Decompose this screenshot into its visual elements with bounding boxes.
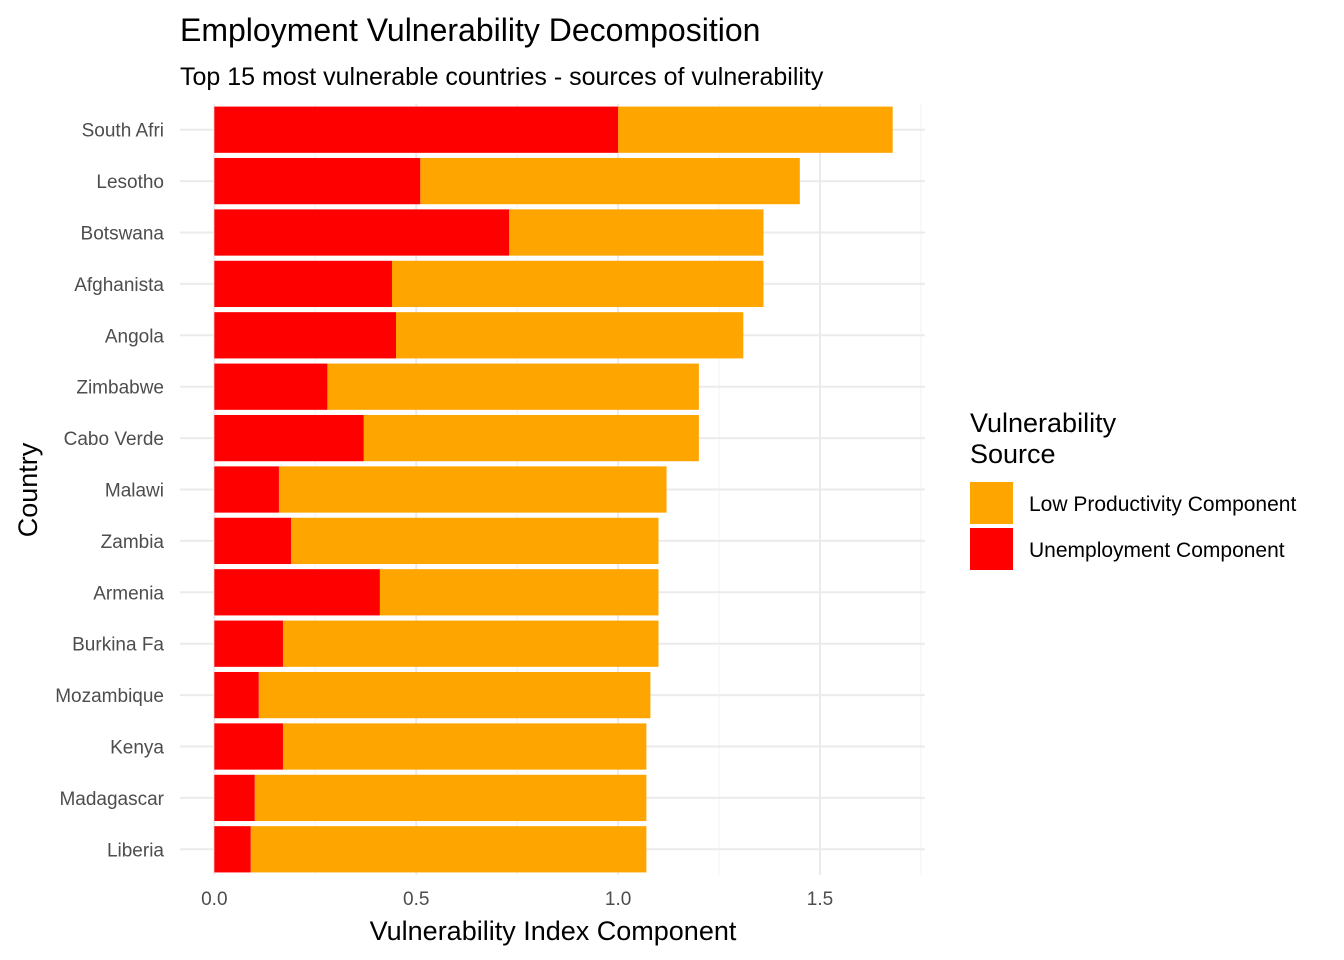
- bar-unemployment: [214, 569, 380, 616]
- y-tick-label: Mozambique: [55, 686, 164, 707]
- bar-low-productivity: [379, 569, 659, 616]
- y-tick-label: Zimbabwe: [76, 378, 164, 399]
- bar-low-productivity: [327, 363, 699, 410]
- bar-low-productivity: [509, 209, 764, 256]
- bar-unemployment: [214, 723, 283, 770]
- bar-low-productivity: [291, 517, 659, 565]
- legend-title-line-2: Source: [970, 439, 1056, 469]
- bar-unemployment: [214, 517, 292, 565]
- y-tick-label: Kenya: [110, 738, 164, 759]
- y-tick-label: Cabo Verde: [64, 429, 164, 450]
- bar-unemployment: [214, 414, 364, 462]
- legend: Vulnerability Source Low Productivity Co…: [970, 408, 1296, 570]
- y-tick-label: Liberia: [107, 840, 164, 861]
- bar-unemployment: [214, 466, 279, 513]
- x-axis-label: Vulnerability Index Component: [370, 916, 737, 946]
- y-tick-label: Lesotho: [96, 172, 164, 193]
- legend-label: Unemployment Component: [1029, 539, 1285, 562]
- bar-unemployment: [214, 260, 392, 308]
- bar-unemployment: [214, 363, 328, 410]
- y-axis-label: Country: [13, 442, 43, 537]
- bar-low-productivity: [282, 620, 659, 667]
- y-tick-label: Afghanista: [74, 275, 164, 296]
- bars: [214, 106, 893, 873]
- bar-low-productivity: [391, 260, 764, 308]
- bar-low-productivity: [420, 157, 800, 205]
- bar-low-productivity: [278, 466, 667, 513]
- y-tick-label: Burkina Fa: [72, 635, 164, 656]
- x-axis-ticks: 0.0 0.5 1.0 1.5: [201, 889, 833, 910]
- x-tick-label: 0.0: [201, 889, 227, 910]
- bar-low-productivity: [363, 414, 699, 462]
- chart-title: Employment Vulnerability Decomposition: [180, 12, 760, 48]
- bar-unemployment: [214, 106, 619, 153]
- bar-unemployment: [214, 157, 421, 205]
- y-tick-label: Madagascar: [59, 789, 164, 810]
- bar-low-productivity: [396, 312, 744, 359]
- bar-low-productivity: [618, 106, 893, 153]
- bar-low-productivity: [258, 671, 651, 719]
- legend-title-line-1: Vulnerability: [970, 408, 1117, 438]
- bar-low-productivity: [254, 774, 647, 822]
- bar-low-productivity: [282, 723, 647, 770]
- y-tick-label: Malawi: [105, 481, 164, 502]
- legend-swatch: [970, 482, 1013, 524]
- bar-unemployment: [214, 312, 397, 359]
- x-tick-label: 0.5: [403, 889, 429, 910]
- bar-low-productivity: [250, 826, 647, 873]
- y-tick-label: Armenia: [93, 583, 164, 604]
- y-tick-label: Zambia: [101, 532, 165, 553]
- y-tick-label: Botswana: [81, 224, 165, 245]
- bar-unemployment: [214, 671, 259, 719]
- legend-label: Low Productivity Component: [1029, 493, 1296, 516]
- bar-unemployment: [214, 826, 251, 873]
- legend-swatch: [970, 528, 1013, 570]
- x-tick-label: 1.0: [605, 889, 631, 910]
- bar-unemployment: [214, 209, 510, 256]
- y-axis-ticks: South Afri Lesotho Botswana Afghanista Angol…: [55, 121, 164, 862]
- bar-unemployment: [214, 774, 255, 822]
- y-tick-label: Angola: [105, 326, 165, 347]
- x-tick-label: 1.5: [807, 889, 833, 910]
- bar-unemployment: [214, 620, 283, 667]
- chart-subtitle: Top 15 most vulnerable countries - sourc…: [180, 63, 824, 91]
- y-tick-label: South Afri: [82, 121, 164, 142]
